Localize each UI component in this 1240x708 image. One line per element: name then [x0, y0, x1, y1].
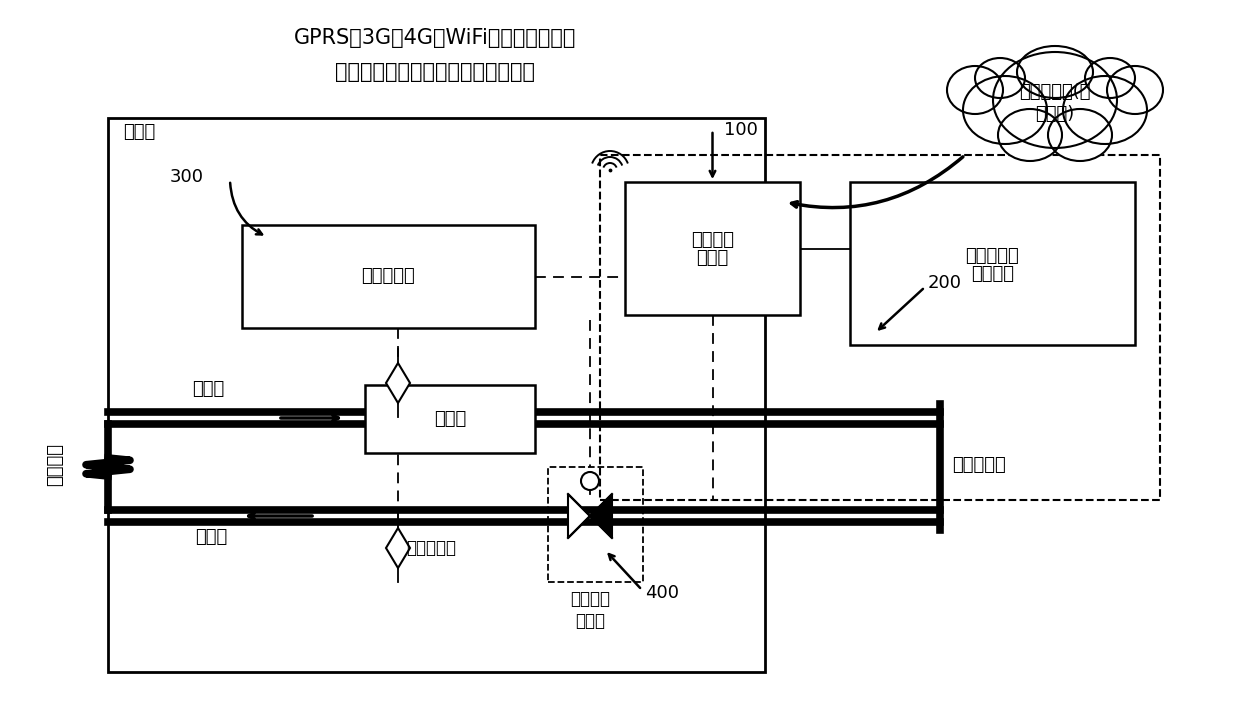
Ellipse shape	[1017, 46, 1092, 98]
Ellipse shape	[998, 109, 1061, 161]
Bar	[849, 182, 1135, 345]
Bar	[365, 385, 534, 453]
Bar	[600, 155, 1159, 500]
Text: 供暖水量: 供暖水量	[570, 590, 610, 608]
Ellipse shape	[1085, 58, 1135, 98]
Ellipse shape	[963, 76, 1047, 144]
Polygon shape	[568, 494, 590, 538]
Ellipse shape	[1107, 66, 1163, 114]
Ellipse shape	[975, 58, 1025, 98]
Text: 接热水管网: 接热水管网	[952, 456, 1006, 474]
Text: 上位机): 上位机)	[1035, 105, 1075, 123]
Text: 热表井: 热表井	[123, 123, 155, 141]
Ellipse shape	[947, 66, 1003, 114]
Text: 供水管: 供水管	[195, 528, 227, 546]
Text: 流量计: 流量计	[434, 410, 466, 428]
Text: 400: 400	[645, 584, 680, 602]
Bar	[625, 182, 800, 315]
Text: 300: 300	[170, 168, 205, 186]
Text: 接热用户: 接热用户	[46, 443, 64, 486]
Text: 数传感器: 数传感器	[971, 265, 1014, 282]
Bar	[242, 225, 534, 328]
Ellipse shape	[1048, 109, 1112, 161]
Ellipse shape	[993, 52, 1117, 148]
Text: 热量表主机: 热量表主机	[362, 268, 415, 285]
Polygon shape	[386, 528, 410, 568]
Text: 100: 100	[724, 121, 759, 139]
Polygon shape	[386, 363, 410, 403]
Text: GPRS、3G、4G、WiFi、互联网等连接: GPRS、3G、4G、WiFi、互联网等连接	[294, 28, 577, 48]
Text: 回水管: 回水管	[192, 380, 224, 398]
Text: 控制阀: 控制阀	[575, 612, 605, 630]
Ellipse shape	[1063, 76, 1147, 144]
Text: 室外气象参: 室外气象参	[966, 246, 1019, 265]
Text: 控制器: 控制器	[697, 249, 729, 268]
Bar	[108, 118, 765, 672]
Bar	[548, 467, 644, 582]
Circle shape	[582, 472, 599, 490]
Text: 智能供暖: 智能供暖	[691, 232, 734, 249]
Text: 水温传感器: 水温传感器	[405, 539, 456, 557]
Text: 200: 200	[928, 274, 962, 292]
Polygon shape	[590, 494, 613, 538]
Text: 云服务中心和相邻户智能供暖控制器: 云服务中心和相邻户智能供暖控制器	[335, 62, 534, 82]
Text: 云服务中心(或: 云服务中心(或	[1019, 83, 1091, 101]
